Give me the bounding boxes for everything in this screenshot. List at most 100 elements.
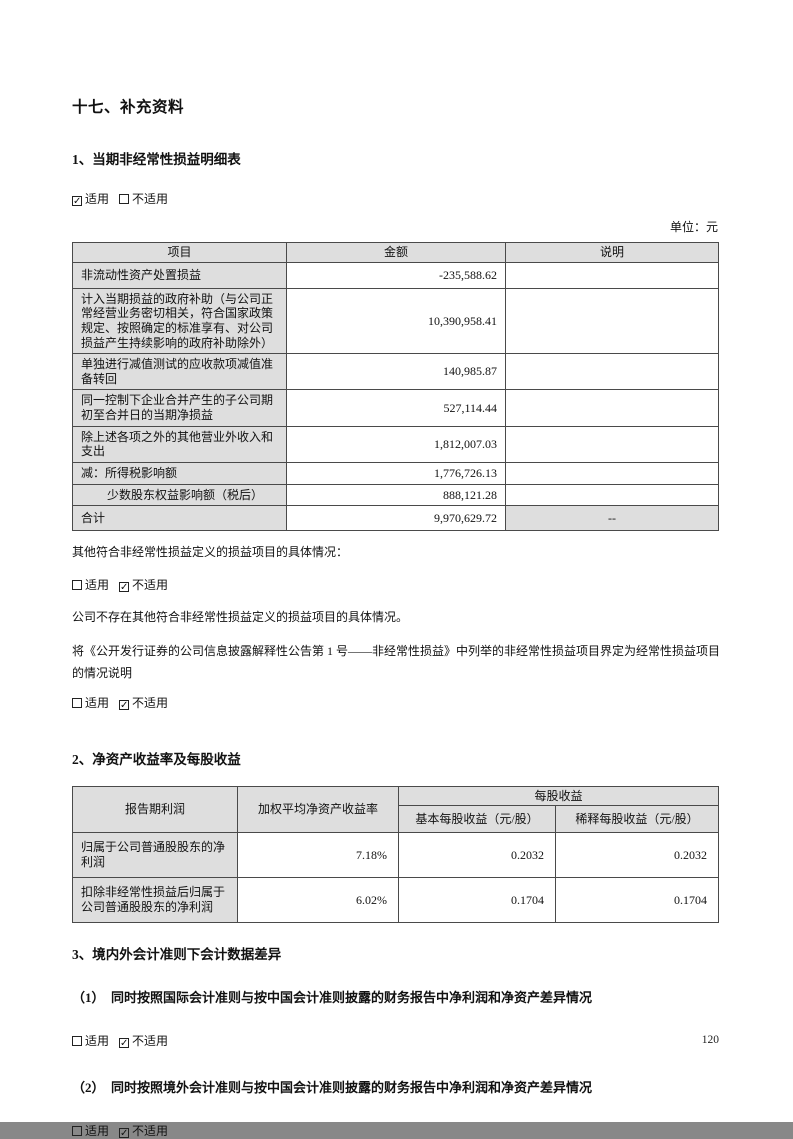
col-header-item: 项目 — [72, 242, 287, 263]
subsection-2-title: 2、净资产收益率及每股收益 — [72, 751, 241, 767]
non-recurring-items-table: 项目 金额 说明 非流动性资产处置损益 -235,588.62 计入当期损益的政… — [72, 242, 719, 532]
table-row: 少数股东权益影响额（税后） 888,121.28 — [72, 483, 719, 507]
item-cell: 同一控制下企业合并产生的子公司期初至合并日的当期净损益 — [72, 389, 287, 427]
checkbox-checked-icon: ✓ — [119, 699, 130, 711]
applicability-checkbox-group-1: ✓ 适用 不适用 — [72, 190, 718, 207]
item-cell: 少数股东权益影响额（税后） — [72, 483, 287, 507]
subsection-3-title: 3、境内外会计准则下会计数据差异 — [72, 946, 282, 962]
item-cell: 单独进行减值测试的应收款项减值准备转回 — [72, 353, 287, 391]
table-total-row: 合计 9,970,629.72 -- — [72, 505, 719, 532]
table-header-row-2: 基本每股收益（元/股） 稀释每股收益（元/股） — [73, 804, 720, 833]
note-cell — [505, 425, 719, 463]
applicability-checkbox-group-2: 适用 ✓ 不适用 — [72, 576, 718, 593]
note-cell — [505, 461, 719, 485]
amount-cell: 527,114.44 — [286, 389, 506, 427]
checkbox-unchecked-icon — [72, 1035, 82, 1046]
col-header-basic-eps: 基本每股收益（元/股） — [398, 804, 556, 833]
note-cell — [505, 353, 719, 391]
roe-cell: 7.18% — [237, 831, 399, 878]
checkbox-label: 不适用 — [132, 578, 169, 593]
checkbox-option[interactable]: 适用 — [72, 696, 109, 710]
amount-cell: 140,985.87 — [286, 353, 506, 391]
checkbox-option[interactable]: 适用 — [72, 1034, 109, 1048]
table-header-row: 项目 金额 说明 — [72, 242, 719, 263]
section-17-title: 十七、补充资料 — [72, 99, 185, 116]
applicability-checkbox-group-4: 适用 ✓ 不适用 — [72, 1032, 718, 1049]
checkbox-option[interactable]: 适用 — [72, 578, 109, 592]
amount-cell: 10,390,958.41 — [286, 287, 506, 355]
checkbox-label: 适用 — [85, 578, 110, 593]
applicability-checkbox-group-3: 适用 ✓ 不适用 — [72, 694, 718, 711]
table-row: 减：所得税影响额 1,776,726.13 — [72, 461, 719, 485]
checkbox-checked-icon: ✓ — [72, 196, 82, 207]
col-header-note: 说明 — [505, 242, 719, 263]
profit-item-cell: 归属于公司普通股股东的净利润 — [72, 831, 238, 878]
checkbox-option[interactable]: ✓ 不适用 — [119, 1034, 168, 1048]
checkbox-checked-icon: ✓ — [119, 1037, 130, 1049]
table-row: 扣除非经常性损益后归属于公司普通股股东的净利润 6.02% 0.1704 0.1… — [72, 876, 720, 923]
basic-eps-cell: 0.1704 — [398, 876, 556, 923]
no-other-items-note: 公司不存在其他符合非经常性损益定义的损益项目的具体情况。 — [72, 610, 409, 625]
note-cell — [505, 389, 719, 427]
definition-note: 将《公开发行证券的公司信息披露解释性公告第 1 号——非经常性损益》中列举的非经… — [72, 643, 721, 680]
col-header-amount: 金额 — [286, 242, 506, 263]
other-items-heading: 其他符合非经常性损益定义的损益项目的具体情况： — [72, 545, 349, 560]
checkbox-unchecked-icon — [119, 194, 130, 204]
total-note-cell: -- — [505, 505, 719, 532]
note-cell — [505, 483, 719, 507]
subsection-1-title: 1、当期非经常性损益明细表 — [72, 152, 241, 167]
total-label-cell: 合计 — [72, 505, 287, 532]
amount-cell: 1,776,726.13 — [286, 461, 506, 485]
checkbox-label: 不适用 — [132, 192, 169, 206]
unit-label: 单位：元 — [669, 220, 718, 234]
checkbox-unchecked-icon — [72, 580, 82, 591]
checkbox-label: 不适用 — [132, 695, 169, 710]
page-number: 120 — [701, 1034, 719, 1046]
note-cell — [505, 287, 719, 355]
col-header-diluted-eps: 稀释每股收益（元/股） — [554, 804, 720, 833]
subsection-3-1-title: （1） 同时按照国际会计准则与按中国会计准则披露的财务报告中净利润和净资产差异情… — [72, 989, 593, 1005]
amount-cell: 1,812,007.03 — [286, 425, 506, 463]
table-row: 归属于公司普通股股东的净利润 7.18% 0.2032 0.2032 — [72, 831, 720, 878]
basic-eps-cell: 0.2032 — [398, 831, 556, 878]
applicability-checkbox-group-5: 适用 ✓ 不适用 — [72, 1122, 718, 1139]
checkbox-unchecked-icon — [72, 1125, 82, 1136]
amount-cell: 888,121.28 — [286, 483, 506, 507]
subsection-3-2-title: （2） 同时按照境外会计准则与按中国会计准则披露的财务报告中净利润和净资产差异情… — [72, 1079, 593, 1095]
table-row: 非流动性资产处置损益 -235,588.62 — [72, 261, 719, 289]
checkbox-label: 适用 — [85, 1123, 110, 1138]
diluted-eps-cell: 0.1704 — [554, 876, 720, 923]
checkbox-option[interactable]: ✓ 适用 — [72, 192, 110, 207]
amount-cell: -235,588.62 — [286, 261, 506, 289]
item-cell: 除上述各项之外的其他营业外收入和支出 — [72, 425, 287, 463]
item-cell: 非流动性资产处置损益 — [72, 261, 287, 289]
checkbox-option[interactable]: ✓ 不适用 — [119, 578, 169, 594]
checkbox-checked-icon: ✓ — [119, 1127, 130, 1139]
checkbox-label: 适用 — [85, 695, 110, 710]
table-row: 计入当期损益的政府补助（与公司正常经营业务密切相关，符合国家政策规定、按照确定的… — [72, 287, 719, 355]
total-amount-cell: 9,970,629.72 — [286, 505, 506, 532]
col-header-profit: 报告期利润 — [72, 785, 238, 833]
checkbox-option[interactable]: ✓ 不适用 — [119, 1124, 168, 1138]
col-header-eps-group: 每股收益 — [397, 785, 720, 806]
table-row: 除上述各项之外的其他营业外收入和支出 1,812,007.03 — [72, 425, 719, 463]
item-cell: 减：所得税影响额 — [72, 461, 287, 485]
checkbox-label: 不适用 — [132, 1123, 169, 1138]
checkbox-option[interactable]: 不适用 — [119, 192, 168, 206]
checkbox-label: 不适用 — [132, 1033, 169, 1048]
item-cell: 计入当期损益的政府补助（与公司正常经营业务密切相关，符合国家政策规定、按照确定的… — [72, 287, 287, 355]
table-row: 同一控制下企业合并产生的子公司期初至合并日的当期净损益 527,114.44 — [72, 389, 719, 427]
checkbox-unchecked-icon — [72, 697, 82, 708]
roe-eps-table: 报告期利润 加权平均净资产收益率 每股收益 基本每股收益（元/股） 稀释每股收益… — [72, 785, 720, 923]
diluted-eps-cell: 0.2032 — [554, 831, 720, 878]
profit-item-cell: 扣除非经常性损益后归属于公司普通股股东的净利润 — [72, 876, 238, 923]
checkbox-option[interactable]: 适用 — [72, 1124, 109, 1138]
roe-cell: 6.02% — [237, 876, 399, 923]
note-cell — [505, 261, 719, 289]
checkbox-option[interactable]: ✓ 不适用 — [119, 696, 168, 710]
table-header-row: 报告期利润 加权平均净资产收益率 每股收益 — [72, 785, 720, 833]
checkbox-label: 适用 — [85, 192, 110, 206]
table-row: 单独进行减值测试的应收款项减值准备转回 140,985.87 — [72, 353, 719, 391]
checkbox-label: 适用 — [85, 1033, 110, 1048]
checkbox-checked-icon: ✓ — [119, 582, 130, 594]
